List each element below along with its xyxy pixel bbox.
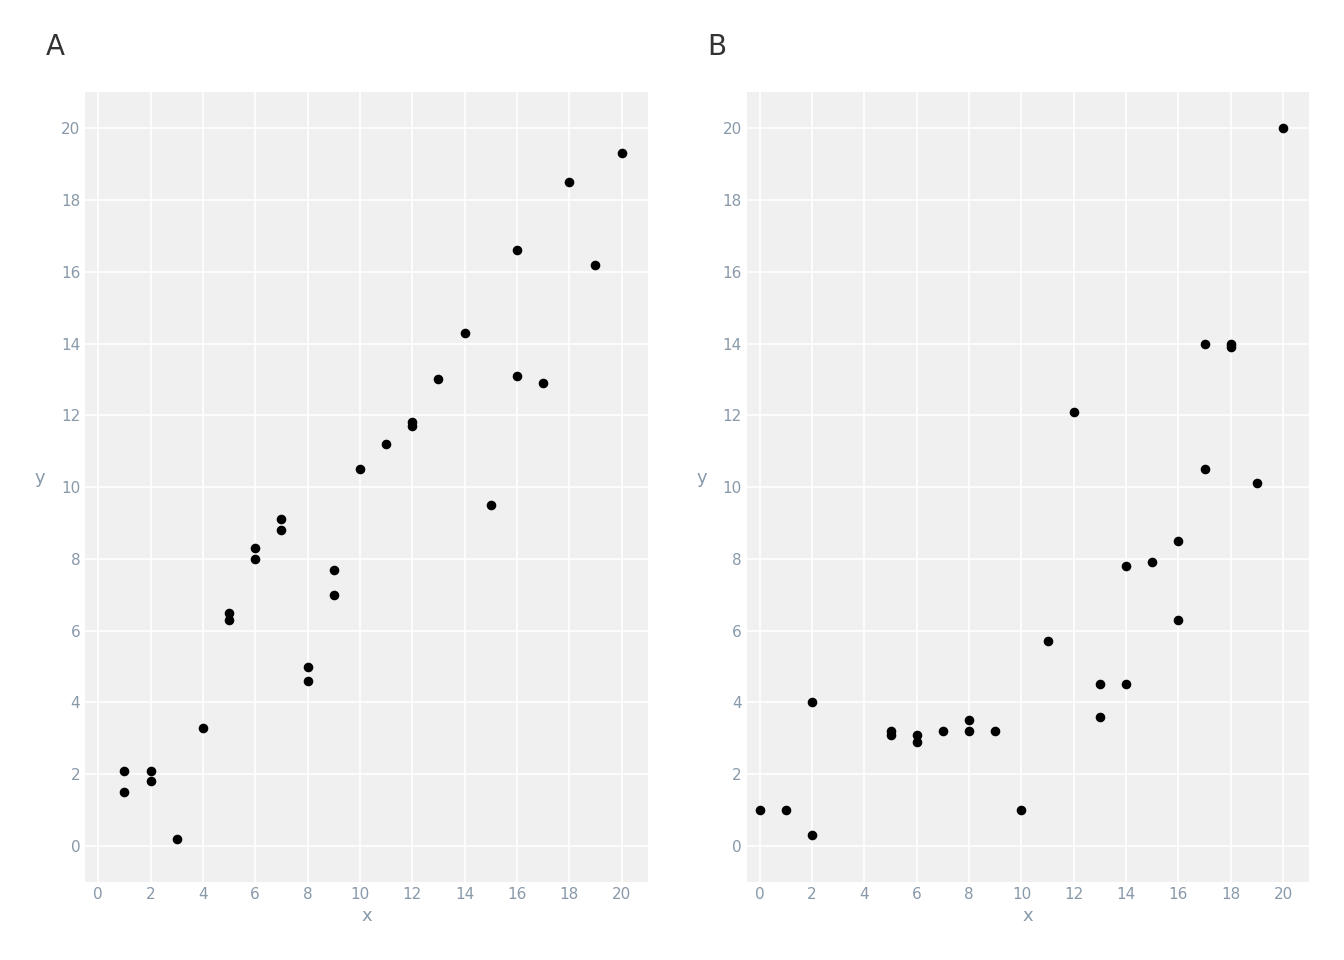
Point — [1011, 803, 1032, 818]
Point — [218, 605, 239, 620]
Point — [775, 803, 797, 818]
Point — [1193, 336, 1215, 351]
Point — [140, 774, 161, 789]
Point — [375, 437, 396, 452]
Point — [507, 368, 528, 383]
Point — [323, 588, 344, 603]
Point — [427, 372, 449, 387]
Y-axis label: y: y — [35, 469, 46, 487]
Y-axis label: y: y — [696, 469, 707, 487]
Point — [297, 673, 319, 688]
Point — [1220, 336, 1242, 351]
Point — [1273, 121, 1294, 136]
Point — [1168, 612, 1189, 628]
Point — [270, 512, 292, 527]
Point — [245, 551, 266, 566]
Point — [532, 375, 554, 391]
Point — [906, 727, 927, 742]
Point — [140, 763, 161, 779]
Point — [1089, 709, 1110, 725]
Point — [349, 462, 371, 477]
Point — [801, 695, 823, 710]
Point — [1036, 634, 1058, 649]
Point — [958, 724, 980, 739]
Point — [114, 784, 136, 800]
Point — [480, 497, 501, 513]
X-axis label: x: x — [362, 907, 372, 925]
Point — [749, 803, 770, 818]
Point — [1141, 555, 1163, 570]
Point — [1063, 404, 1085, 420]
Point — [114, 763, 136, 779]
Point — [245, 540, 266, 556]
Point — [801, 828, 823, 843]
Text: B: B — [707, 33, 726, 60]
Point — [933, 724, 954, 739]
Point — [1220, 340, 1242, 355]
Point — [270, 522, 292, 538]
Point — [906, 734, 927, 750]
Point — [610, 146, 632, 161]
Point — [1193, 462, 1215, 477]
Point — [323, 562, 344, 577]
Point — [1089, 677, 1110, 692]
Point — [192, 720, 214, 735]
Point — [985, 724, 1007, 739]
Point — [402, 419, 423, 434]
Point — [165, 831, 187, 847]
Point — [1116, 559, 1137, 574]
Point — [559, 175, 581, 190]
Point — [880, 724, 902, 739]
Point — [1168, 533, 1189, 548]
Point — [218, 612, 239, 628]
Point — [402, 415, 423, 430]
Point — [507, 243, 528, 258]
Point — [1116, 677, 1137, 692]
X-axis label: x: x — [1023, 907, 1034, 925]
Point — [1246, 476, 1267, 492]
Point — [454, 325, 476, 341]
Point — [585, 257, 606, 273]
Point — [958, 712, 980, 728]
Text: A: A — [46, 33, 65, 60]
Point — [297, 659, 319, 674]
Point — [880, 727, 902, 742]
